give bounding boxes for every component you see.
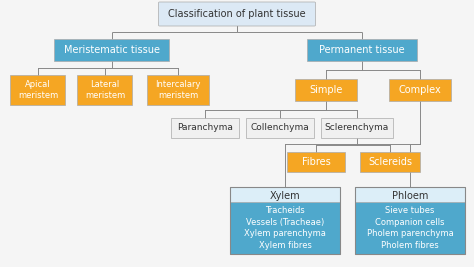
- Text: Fibres: Fibres: [301, 157, 330, 167]
- FancyBboxPatch shape: [389, 79, 451, 101]
- Text: Sclereids: Sclereids: [368, 157, 412, 167]
- Text: Classification of plant tissue: Classification of plant tissue: [168, 9, 306, 19]
- FancyBboxPatch shape: [147, 75, 209, 105]
- Bar: [230, 202, 340, 254]
- Bar: [355, 202, 465, 254]
- Text: Phloem: Phloem: [392, 191, 428, 201]
- FancyBboxPatch shape: [55, 39, 170, 61]
- Text: Tracheids
Vessels (Tracheae)
Xylem parenchyma
Xylem fibres: Tracheids Vessels (Tracheae) Xylem paren…: [244, 206, 326, 250]
- Bar: [355, 187, 465, 254]
- FancyBboxPatch shape: [10, 75, 65, 105]
- Text: Permanent tissue: Permanent tissue: [319, 45, 405, 55]
- Text: Intercalary
meristem: Intercalary meristem: [155, 80, 201, 100]
- FancyBboxPatch shape: [321, 118, 393, 138]
- FancyBboxPatch shape: [360, 152, 420, 172]
- FancyBboxPatch shape: [78, 75, 133, 105]
- Bar: [230, 187, 340, 205]
- FancyBboxPatch shape: [287, 152, 345, 172]
- FancyBboxPatch shape: [295, 79, 357, 101]
- FancyBboxPatch shape: [246, 118, 314, 138]
- FancyBboxPatch shape: [171, 118, 239, 138]
- Text: Xylem: Xylem: [270, 191, 301, 201]
- Text: Paranchyma: Paranchyma: [177, 124, 233, 132]
- Text: Simple: Simple: [310, 85, 343, 95]
- Bar: [355, 187, 465, 205]
- Text: Meristematic tissue: Meristematic tissue: [64, 45, 160, 55]
- Text: Lateral
meristem: Lateral meristem: [85, 80, 125, 100]
- Text: Apical
meristem: Apical meristem: [18, 80, 58, 100]
- FancyBboxPatch shape: [307, 39, 417, 61]
- Text: Collenchyma: Collenchyma: [251, 124, 310, 132]
- Text: Complex: Complex: [399, 85, 441, 95]
- Text: Sclerenchyma: Sclerenchyma: [325, 124, 389, 132]
- Bar: [230, 187, 340, 254]
- Text: Sieve tubes
Companion cells
Pholem parenchyma
Pholem fibres: Sieve tubes Companion cells Pholem paren…: [366, 206, 453, 250]
- FancyBboxPatch shape: [158, 2, 316, 26]
